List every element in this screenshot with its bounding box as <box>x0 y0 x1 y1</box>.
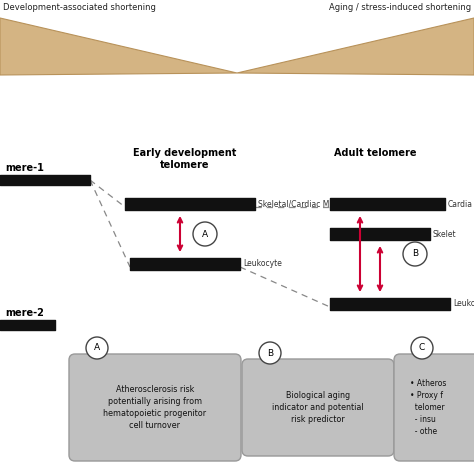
Text: Adult telomere: Adult telomere <box>334 148 416 158</box>
Polygon shape <box>0 18 237 75</box>
Text: mere-1: mere-1 <box>5 163 44 173</box>
Text: Leukocyte: Leukocyte <box>243 259 282 268</box>
Text: • Atheros
• Proxy f
  telomer
  - insu
  - othe: • Atheros • Proxy f telomer - insu - oth… <box>410 379 447 436</box>
Circle shape <box>259 342 281 364</box>
Text: Early development
telomere: Early development telomere <box>133 148 237 170</box>
Text: Skeletal/Cardiac Muscle: Skeletal/Cardiac Muscle <box>258 200 349 209</box>
Circle shape <box>411 337 433 359</box>
Circle shape <box>86 337 108 359</box>
Text: mere-2: mere-2 <box>5 308 44 318</box>
Text: A: A <box>202 229 208 238</box>
FancyBboxPatch shape <box>242 359 394 456</box>
Text: Atherosclerosis risk
potentially arising from
hematopoietic progenitor
cell turn: Atherosclerosis risk potentially arising… <box>103 385 207 430</box>
FancyBboxPatch shape <box>69 354 241 461</box>
Text: Development-associated shortening: Development-associated shortening <box>3 3 156 12</box>
Text: B: B <box>412 249 418 258</box>
Text: B: B <box>267 348 273 357</box>
Text: A: A <box>94 344 100 353</box>
Polygon shape <box>237 18 474 75</box>
Text: Aging / stress-induced shortening: Aging / stress-induced shortening <box>329 3 471 12</box>
Text: Leuko: Leuko <box>453 300 474 309</box>
Text: Biological aging
indicator and potential
risk predictor: Biological aging indicator and potential… <box>272 391 364 424</box>
Text: Cardia: Cardia <box>448 200 473 209</box>
FancyBboxPatch shape <box>394 354 474 461</box>
Text: Skelet: Skelet <box>433 229 456 238</box>
Text: C: C <box>419 344 425 353</box>
